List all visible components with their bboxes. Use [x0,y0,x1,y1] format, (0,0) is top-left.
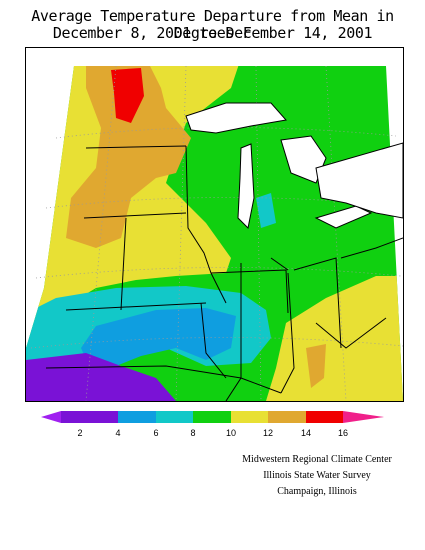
color-scale-legend: 2 4 6 8 10 12 14 16 [41,411,384,438]
credit-survey: Illinois State Water Survey [263,470,371,481]
legend-arrow-low [41,411,61,423]
map-title-line-2: December 8, 2001 to December 14, 2001 [52,24,373,42]
legend-tick-label: 2 [77,428,82,438]
zone-14-16-north [111,68,144,123]
zone-6-8-michigan [256,193,276,228]
zone-12-14-east [306,344,326,388]
legend-tick-label: 10 [226,428,236,438]
legend-bin-6-8 [156,411,193,423]
legend-tick-label: 8 [190,428,195,438]
zone-12-14-west [66,66,191,248]
legend-tick-label: 4 [115,428,120,438]
legend-bin-12-14 [268,411,306,423]
legend-tick-label: 14 [301,428,311,438]
legend-tick-label: 16 [338,428,348,438]
map-title-line-1: Average Temperature Departure from Mean … [31,7,394,42]
legend-tick-label: 6 [153,428,158,438]
zone-2-4 [26,353,176,401]
legend-bin-8-10 [193,411,231,423]
zone-4-6 [81,308,236,370]
legend-tick-label: 12 [263,428,273,438]
map-svg [26,65,403,401]
legend-bin-4-6 [118,411,156,423]
lake-michigan [237,143,255,230]
great-lakes [185,102,403,230]
legend-bin-14-16 [306,411,343,423]
legend-bin-2-4 [61,411,118,423]
legend-arrow-high [343,411,384,423]
canada-region [315,142,403,219]
temperature-departure-map [25,47,404,402]
lake-erie [314,205,373,229]
credit-organization: Midwestern Regional Climate Center [242,454,392,465]
lake-superior [185,102,287,134]
credit-location: Champaign, Illinois [277,486,357,497]
state-boundaries [45,145,403,401]
legend-bin-10-12 [231,411,268,423]
